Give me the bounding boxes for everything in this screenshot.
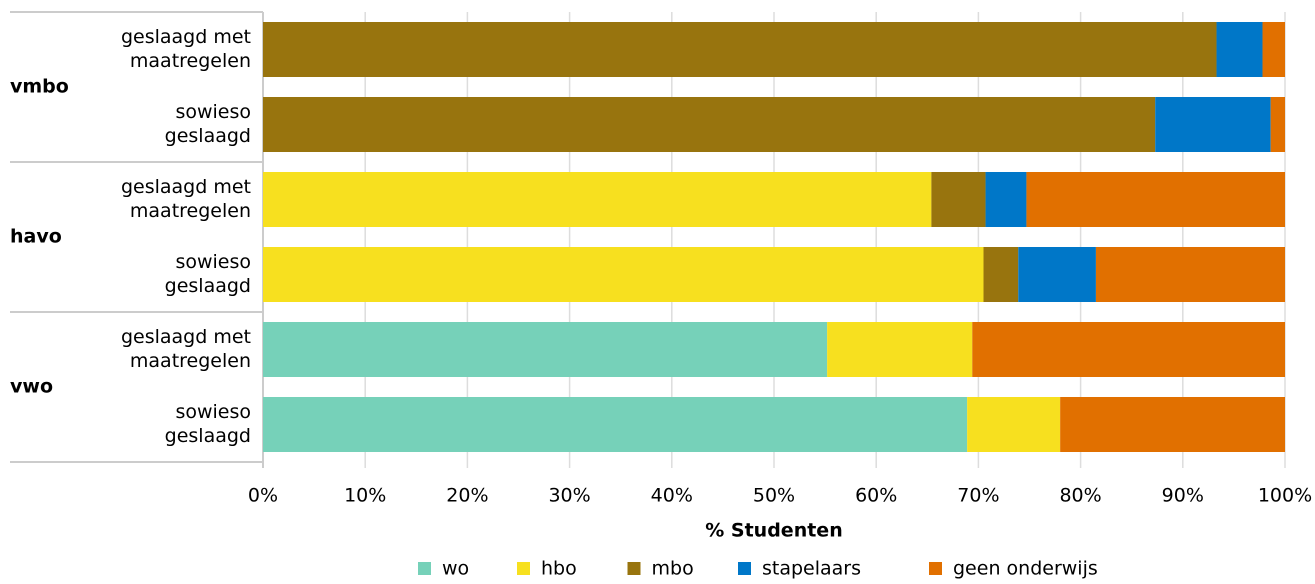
x-tick-label: 20% <box>446 485 488 507</box>
bar-segment <box>1095 247 1285 302</box>
x-tick-label: 30% <box>548 485 590 507</box>
legend-label: wo <box>442 558 469 580</box>
x-tick-label: 100% <box>1258 485 1312 507</box>
y-tick-label: maatregelen <box>130 350 251 372</box>
y-tick-label: geslaagd met <box>121 326 251 348</box>
x-tick-label: 0% <box>248 485 278 507</box>
bar-segment <box>1026 172 1285 227</box>
legend-swatch <box>418 562 431 575</box>
bar-segment <box>263 22 1217 77</box>
legend-swatch <box>929 562 942 575</box>
bar-segment <box>1216 22 1263 77</box>
x-tick-label: 90% <box>1162 485 1204 507</box>
legend-label: mbo <box>652 558 694 580</box>
y-tick-label: sowieso <box>175 101 251 123</box>
bar-segment <box>1270 97 1285 152</box>
bar-segment <box>263 397 968 452</box>
bar-segment <box>931 172 986 227</box>
x-tick-label: 10% <box>344 485 386 507</box>
y-tick-label: sowieso <box>175 401 251 423</box>
y-tick-label: maatregelen <box>130 50 251 72</box>
legend-label: hbo <box>541 558 577 580</box>
x-tick-label: 40% <box>651 485 693 507</box>
legend-label: geen onderwijs <box>953 558 1098 580</box>
bar-segment <box>983 247 1019 302</box>
bar-segment <box>1060 397 1285 452</box>
y-tick-label: geslaagd <box>165 425 251 447</box>
bar-segment <box>263 247 984 302</box>
bar-segment <box>985 172 1027 227</box>
y-tick-label: sowieso <box>175 251 251 273</box>
bar-segment <box>1018 247 1096 302</box>
bar-segment <box>967 397 1061 452</box>
x-tick-label: 60% <box>855 485 897 507</box>
legend-swatch <box>627 562 641 575</box>
legend-swatch <box>738 562 751 575</box>
bar-segment <box>1262 22 1285 77</box>
bar-segment <box>263 97 1156 152</box>
x-tick-label: 50% <box>753 485 795 507</box>
y-tick-label: geslaagd met <box>121 26 251 48</box>
bar-segment <box>263 322 828 377</box>
x-axis-label: % Studenten <box>705 520 842 542</box>
y-tick-label: geslaagd <box>165 275 251 297</box>
legend-label: stapelaars <box>762 558 861 580</box>
y-tick-label: maatregelen <box>130 200 251 222</box>
bar-segment <box>263 172 932 227</box>
legend-swatch <box>517 562 530 575</box>
bar-segment <box>1155 97 1271 152</box>
bar-segment <box>827 322 973 377</box>
group-label: havo <box>10 226 62 248</box>
group-label: vmbo <box>10 76 69 98</box>
x-tick-label: 80% <box>1059 485 1101 507</box>
bar-segment <box>972 322 1285 377</box>
y-tick-label: geslaagd <box>165 125 251 147</box>
group-label: vwo <box>10 376 53 398</box>
y-tick-label: geslaagd met <box>121 176 251 198</box>
x-tick-label: 70% <box>957 485 999 507</box>
